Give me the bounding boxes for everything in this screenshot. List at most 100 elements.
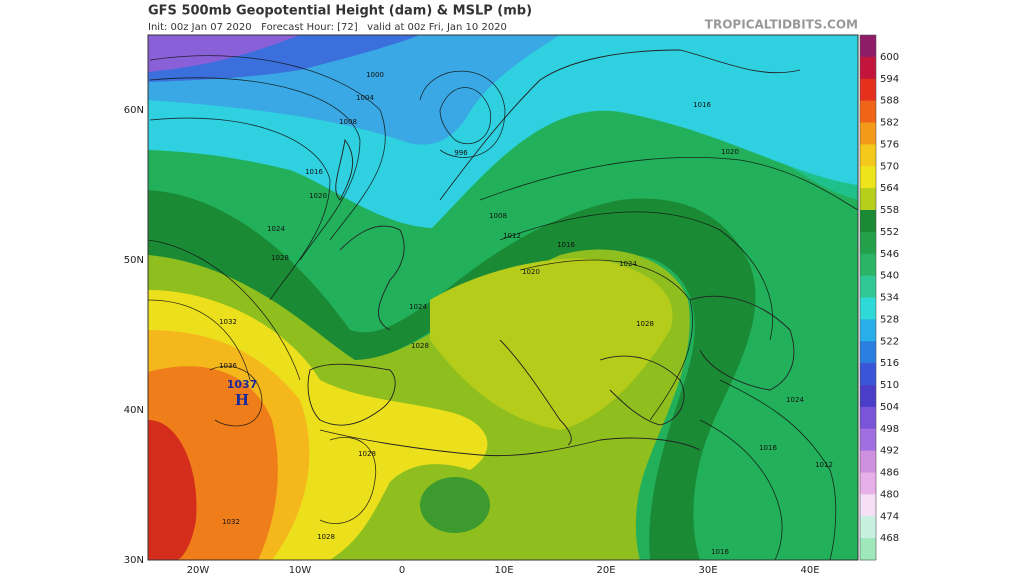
coastlines — [307, 49, 801, 457]
isobar — [149, 117, 331, 301]
isobar-label: 1032 — [219, 318, 237, 326]
longitude-label: 40E — [800, 565, 819, 576]
isobar — [699, 419, 783, 560]
colorbar-label: 528 — [880, 314, 899, 325]
isobar-label: 1000 — [366, 71, 384, 79]
colorbar-swatch — [860, 35, 876, 58]
isobar-label: 1012 — [503, 232, 521, 240]
isobar-label: 1028 — [358, 450, 376, 458]
colorbar-swatch — [860, 297, 876, 320]
colorbar-label: 540 — [880, 271, 899, 282]
isobar-label: 1008 — [339, 118, 357, 126]
isobar — [719, 379, 837, 560]
coastline — [499, 339, 572, 446]
colorbar-label: 534 — [880, 293, 899, 304]
latitude-label: 60N — [124, 105, 144, 116]
isobar-label: 1028 — [317, 533, 335, 541]
colorbar-label: 498 — [880, 424, 899, 435]
isobar-label: 1024 — [619, 260, 637, 268]
isobar-label: 1004 — [356, 94, 374, 102]
isobar-label: 1020 — [522, 268, 540, 276]
colorbar-label: 582 — [880, 118, 899, 129]
isobar-label: 1024 — [786, 396, 804, 404]
isobar — [148, 239, 301, 381]
high-pressure-value: 1037 — [227, 378, 258, 391]
coastline — [599, 355, 685, 426]
colorbar-label: 570 — [880, 161, 899, 172]
isobar-label: 1028 — [271, 254, 289, 262]
coastline — [319, 429, 701, 457]
colorbar-label: 594 — [880, 74, 899, 85]
colorbar-label: 522 — [880, 336, 899, 347]
isobar-label: 1020 — [309, 192, 327, 200]
colorbar-label: 492 — [880, 446, 899, 457]
colorbar-swatch — [860, 341, 876, 364]
high-pressure-symbol: H — [235, 391, 249, 409]
colorbar-swatch — [860, 428, 876, 452]
isobar — [519, 259, 693, 421]
latitude-label: 40N — [124, 405, 144, 416]
isobar-label: 1028 — [411, 342, 429, 350]
latitude-label: 30N — [124, 555, 144, 566]
coastline — [439, 49, 801, 201]
isobar — [419, 70, 506, 158]
isobar-label: 1012 — [815, 461, 833, 469]
colorbar-swatch — [860, 144, 876, 167]
isobar-labels: 1000 1004 1008 996 1016 1020 1024 1028 1032 1036 1… — [219, 71, 833, 556]
isobar-label: 1016 — [711, 548, 729, 556]
isobar-label: 1036 — [219, 362, 237, 370]
isobar — [439, 87, 492, 145]
colorbar-swatch — [860, 450, 876, 473]
colorbar-swatch — [860, 385, 876, 408]
isobars — [148, 55, 858, 560]
watermark: TROPICALTIDBITS.COM — [705, 18, 858, 32]
isobar — [479, 156, 858, 211]
isobar-label: 1028 — [636, 320, 654, 328]
height-fill — [430, 258, 673, 430]
isobar — [148, 299, 251, 381]
isobar-label: 1020 — [721, 148, 739, 156]
longitude-label: 20E — [596, 565, 615, 576]
colorbar-swatch — [860, 494, 876, 517]
isobar-label: 1032 — [222, 518, 240, 526]
colorbar-swatch — [860, 275, 876, 298]
colorbar: 600 594 588 582 576 570 564 558 552 546 540 534 528 5… — [859, 34, 899, 561]
colorbar-swatch — [860, 122, 876, 145]
isobar — [149, 77, 361, 261]
isobar-label: 1016 — [557, 241, 575, 249]
colorbar-swatch — [860, 100, 876, 123]
isobar-label: 996 — [454, 149, 468, 157]
colorbar-swatch — [860, 56, 876, 80]
latitude-label: 50N — [124, 255, 144, 266]
colorbar-swatch — [860, 406, 876, 430]
longitude-label: 10W — [289, 565, 312, 576]
colorbar-swatch — [860, 253, 876, 277]
isobar-label: 1024 — [267, 225, 285, 233]
isobar — [209, 366, 263, 427]
coastline — [689, 295, 795, 391]
colorbar-swatch — [860, 319, 876, 342]
colorbar-label: 546 — [880, 249, 899, 260]
longitude-label: 20W — [187, 565, 210, 576]
colorbar-label: 480 — [880, 489, 899, 500]
colorbar-label: 588 — [880, 96, 899, 107]
isobar-label: 1024 — [409, 303, 427, 311]
coastline — [307, 363, 396, 426]
isobar-label: 1016 — [759, 444, 777, 452]
colorbar-label: 516 — [880, 358, 899, 369]
colorbar-swatch — [860, 516, 876, 539]
colorbar-swatch — [860, 538, 876, 561]
longitude-label: 0 — [399, 565, 405, 576]
colorbar-label: 600 — [880, 52, 899, 63]
isobar-label: 1016 — [305, 168, 323, 176]
height-fill — [148, 190, 756, 560]
subtitle: Init: 00z Jan 07 2020 Forecast Hour: [72… — [148, 22, 507, 33]
height-fill — [420, 477, 490, 533]
colorbar-swatch — [860, 472, 876, 495]
longitude-label: 10E — [494, 565, 513, 576]
colorbar-label: 474 — [880, 511, 899, 522]
colorbar-label: 486 — [880, 468, 899, 479]
colorbar-label: 558 — [880, 205, 899, 216]
colorbar-swatch — [860, 231, 876, 255]
